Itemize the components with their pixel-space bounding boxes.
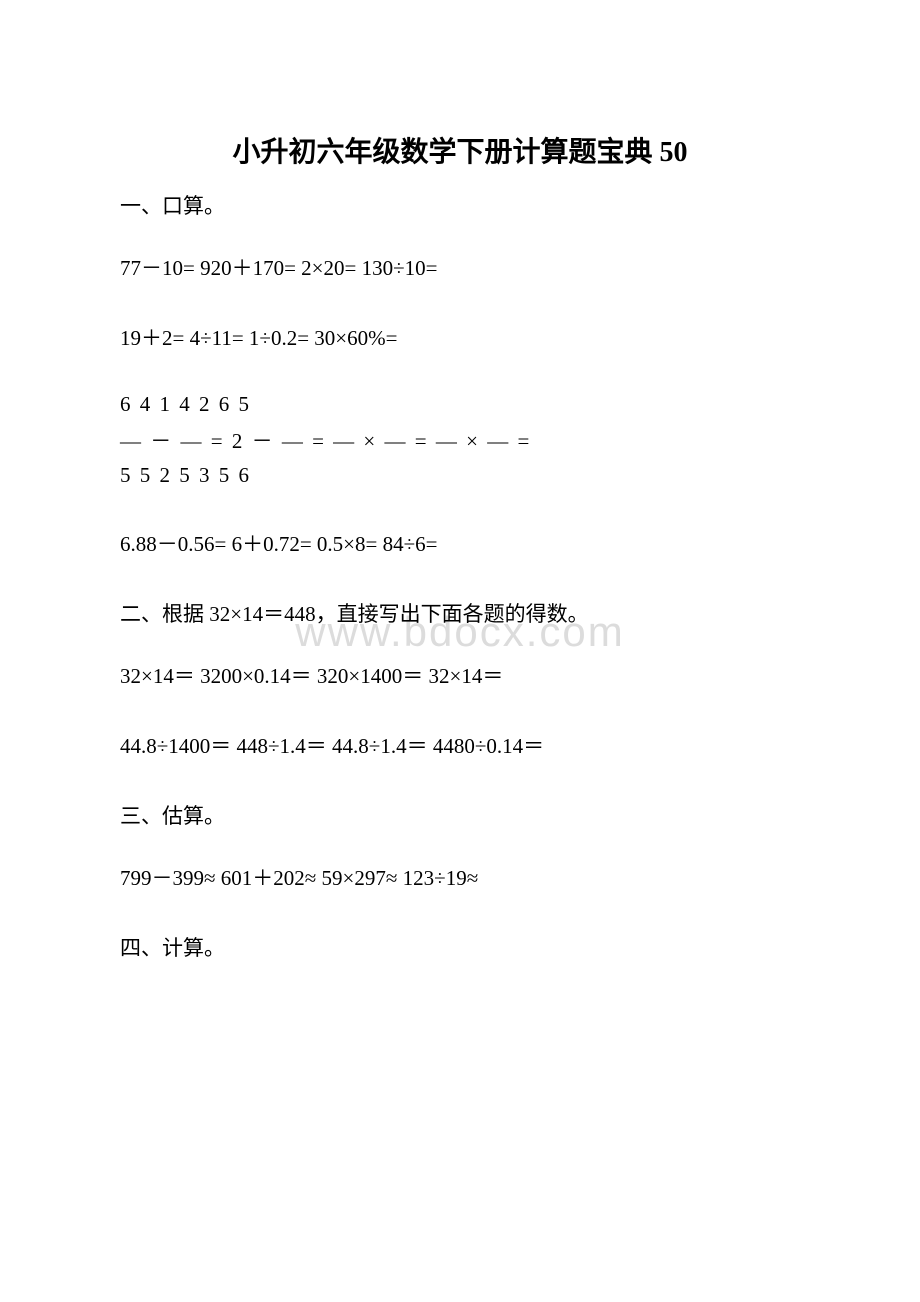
document-title: 小升初六年级数学下册计算题宝典 50 (120, 130, 800, 170)
section1-row2: 19＋2= 4÷11= 1÷0.2= 30×60%= (120, 322, 800, 352)
section1-heading: 一、口算。 (120, 190, 800, 220)
section3-row1: 799－399≈ 601＋202≈ 59×297≈ 123÷19≈ (120, 862, 800, 892)
section2-row2: 44.8÷1400＝ 448÷1.4＝ 44.8÷1.4＝ 4480÷0.14＝ (120, 730, 800, 760)
section1-row1: 77－10= 920＋170= 2×20= 130÷10= (120, 252, 800, 282)
section2-row1: 32×14＝ 3200×0.14＝ 320×1400＝ 32×14＝ (120, 660, 800, 690)
section2-heading: 二、根据 32×14＝448，直接写出下面各题的得数。 (120, 598, 800, 628)
section1-fraction-operators: — － — = 2 － — = — × — = — × — = (120, 425, 800, 455)
section4-heading: 四、计算。 (120, 932, 800, 962)
document-content: 小升初六年级数学下册计算题宝典 50 一、口算。 77－10= 920＋170=… (120, 130, 800, 962)
section1-row4: 6.88－0.56= 6＋0.72= 0.5×8= 84÷6= (120, 528, 800, 558)
section3-heading: 三、估算。 (120, 800, 800, 830)
section1-fraction-numerators: 6 4 1 4 2 6 5 (120, 392, 800, 417)
section1-fraction-denominators: 5 5 2 5 3 5 6 (120, 463, 800, 488)
